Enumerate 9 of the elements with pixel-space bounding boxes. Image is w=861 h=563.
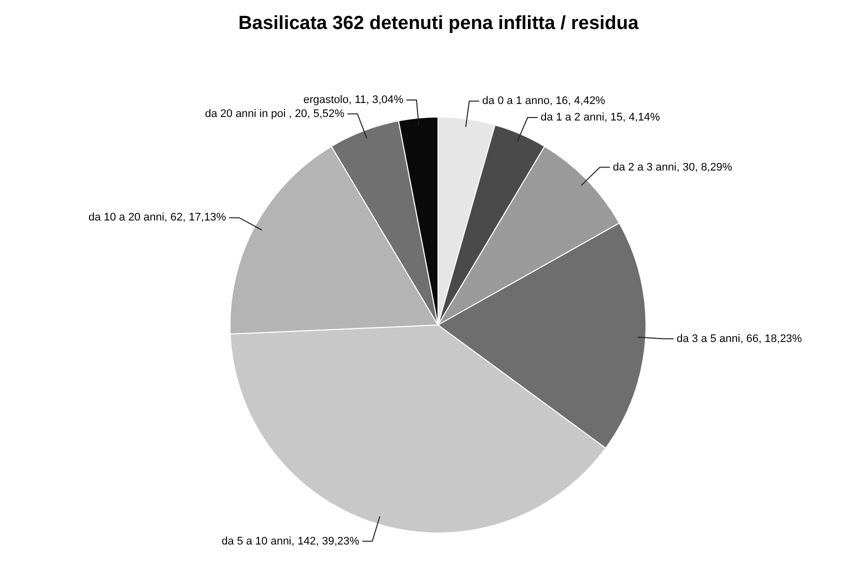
slice-label: ergastolo, 11, 3,04% (303, 94, 404, 106)
chart-title: Basilicata 362 detenuti pena inflitta / residua (238, 13, 640, 34)
slice-label: da 20 anni in poi , 20, 5,52% (204, 108, 345, 120)
slice-label: da 1 a 2 anni, 15, 4,14% (540, 112, 660, 124)
slice-label: da 10 a 20 anni, 62, 17,13% (88, 212, 226, 224)
slice-label: da 2 a 3 anni, 30, 8,29% (612, 161, 732, 174)
slice-label: da 3 a 5 anni, 66, 18,23% (676, 332, 802, 345)
slice-label: da 0 a 1 anno, 16, 4,42% (482, 95, 606, 108)
slice-label: da 5 a 10 anni, 142, 39,23% (222, 535, 360, 548)
